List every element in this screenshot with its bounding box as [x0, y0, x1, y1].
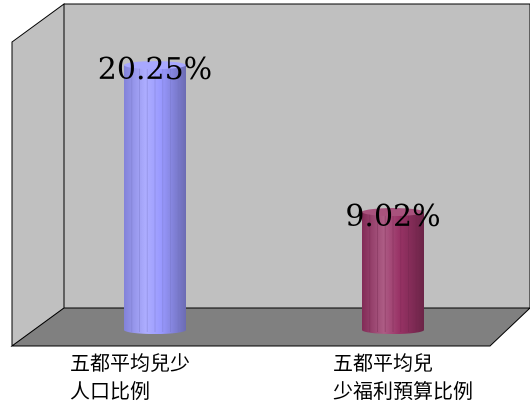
data-labels-group: 20.25% 9.02%: [98, 52, 441, 234]
category-label-1: 五都平均兒少 人口比例: [70, 351, 190, 403]
category-label-2: 五都平均兒 少福利預算比例: [333, 351, 473, 403]
bar-2-top: [362, 208, 424, 217]
bar-1-body: [124, 65, 186, 334]
data-label-1: 20.25%: [98, 52, 212, 87]
data-label-2: 9.02%: [345, 199, 440, 234]
bar-2-body: [362, 212, 424, 334]
side-wall: [11, 3, 65, 347]
chart-walls: [10, 3, 530, 347]
bar-2: [362, 208, 424, 334]
bar-1-top: [124, 61, 186, 70]
bar-1: [124, 61, 186, 334]
floor: [10, 307, 530, 347]
bars-group: [124, 61, 424, 334]
